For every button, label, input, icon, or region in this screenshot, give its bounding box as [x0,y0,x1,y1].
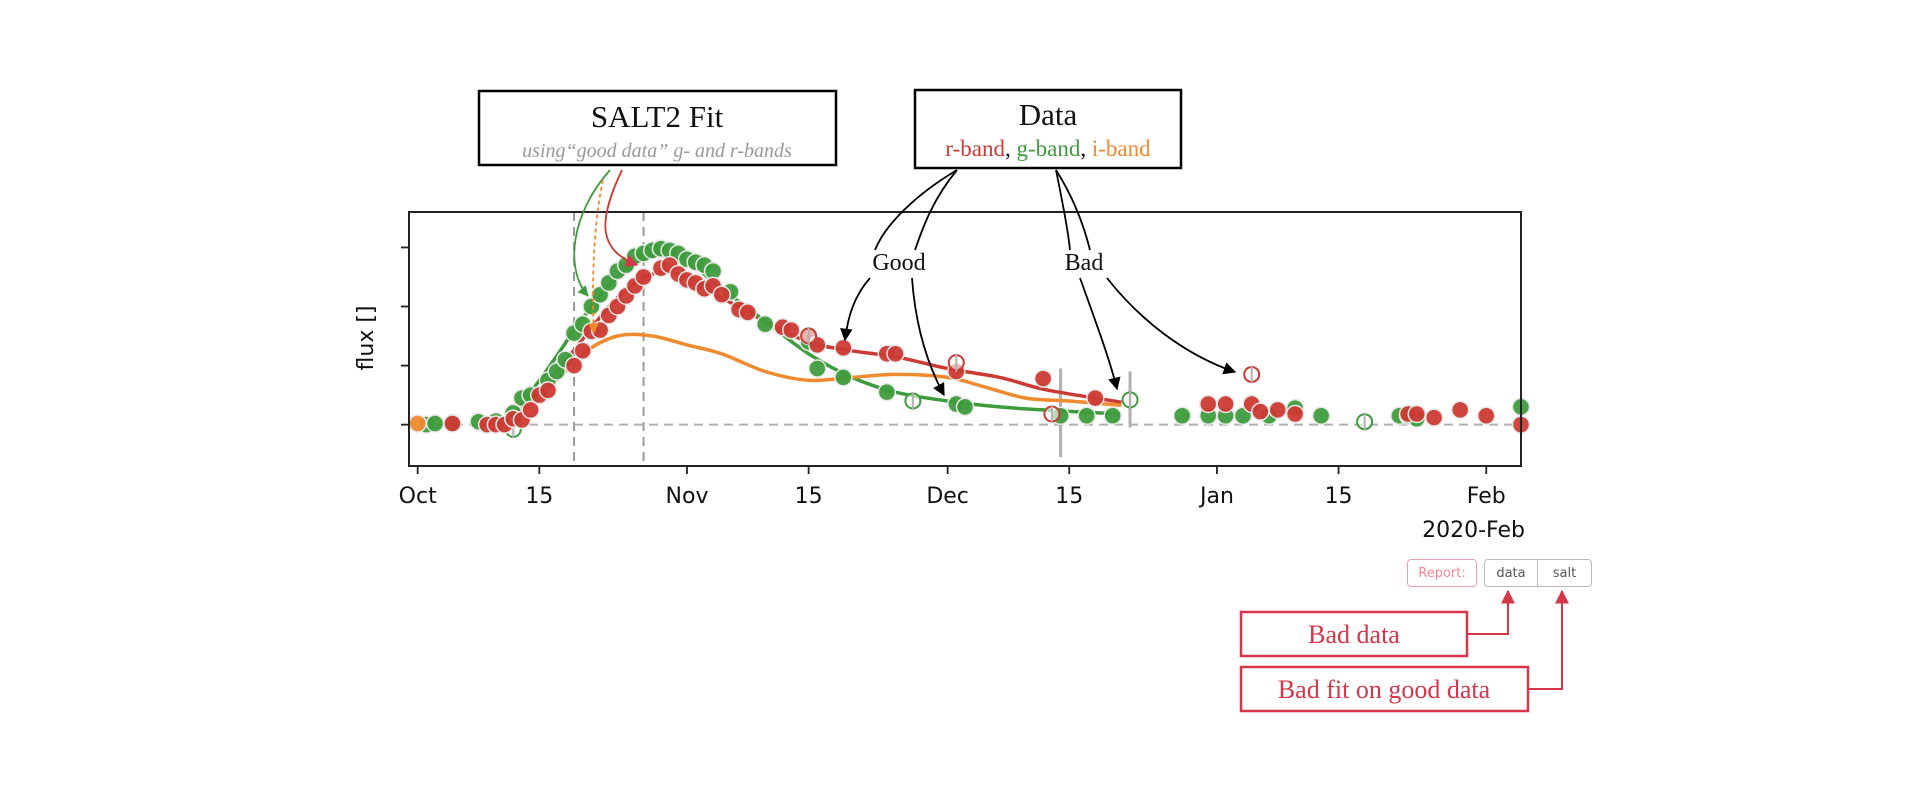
data-point-r-0 [443,414,462,433]
data-point-r-8 [538,381,558,400]
report-label: Report: [1407,559,1477,587]
bad-data-point-r-3 [1243,365,1261,384]
i-band-label: i-band [1092,136,1151,161]
data-point-r-45 [1407,404,1426,424]
data-point-r-37 [1086,388,1105,408]
data-point-g-32 [834,368,853,387]
good-to-r-point-arrow [840,277,871,342]
data-point-g-35 [955,397,975,417]
x-tick-label-2: Nov [666,484,709,509]
good-to-g-point-arrow [911,277,945,397]
bad-data-label: Bad data [1308,620,1400,649]
data-point-r-27 [738,303,758,322]
y-ticks [401,246,409,426]
salt2-fit-callout: SALT2 Fit using“good data” g- and r-band… [477,89,838,167]
bad-data-point-g-1 [1121,390,1139,409]
bad-data-arrow [1467,589,1515,635]
data-point-r-9 [564,356,584,375]
data-callout-title: Data [1019,97,1078,132]
bad-data-point-r-2 [1043,405,1061,424]
data-point-r-29 [782,320,801,340]
bad-fit-callout: Bad fit on good data [1239,665,1530,713]
salt2-arrow-red [604,169,639,267]
y-axis-label: flux [] [354,306,379,371]
data-point-r-6 [521,400,540,420]
salt2-callout-subtitle: using“good data” g- and r-bands [522,140,792,162]
data-point-g-37 [1077,406,1096,426]
x-tick-label-7: 15 [1325,484,1353,509]
bad-to-g-point-arrow [1079,277,1121,391]
data-point-r-10 [573,341,592,361]
x-tick-label-4: Dec [926,484,969,509]
g-band-label: g-band [1016,136,1080,161]
data-point-g-31 [808,359,827,378]
x-tick-label-5: 15 [1055,484,1083,509]
comma-separator-1: , [1005,136,1011,161]
data-to-good-arrow-2 [914,169,958,251]
data-point-r-42 [1268,400,1287,420]
data-point-r-39 [1216,394,1235,414]
x-tick-label-8: Feb [1467,484,1506,509]
data-point-g-1 [425,414,445,433]
data-point-r-41 [1251,402,1270,421]
bad-data-point-g-2 [1356,412,1374,431]
bad-to-r-point-arrow [1106,277,1237,375]
bad-data-point-r-0 [800,327,818,346]
data-point-i-0 [408,414,427,433]
bad-fit-arrow [1528,589,1569,690]
r-band-label: r-band [945,136,1005,161]
data-point-g-38 [1103,406,1122,426]
bad-fit-label: Bad fit on good data [1278,675,1491,704]
data-point-g-45 [1311,406,1331,426]
data-point-r-25 [712,285,731,304]
x-tick-label-1: 15 [525,484,553,509]
callout-arrows [840,169,1237,397]
x-ticks: Oct 15 Nov 15 Dec 15 Jan 15 Feb [399,466,1506,509]
data-callout-bands: r-band, g-band, i-band [945,136,1151,161]
plot-frame [408,211,1522,467]
data-callout: Data r-band, g-band, i-band [913,88,1183,170]
fit-curve-i-band [512,332,1122,422]
x-tick-label-0: Oct [399,484,437,509]
data-point-g-33 [877,382,897,402]
salt2-arrow-orange [588,179,604,335]
salt2-arrow-green [573,169,611,297]
data-point-r-36 [1033,369,1053,388]
bad-data-callout: Bad data [1239,610,1469,658]
comma-separator-2: , [1080,136,1086,161]
data-point-r-46 [1424,408,1444,427]
data-point-g-39 [1172,406,1192,426]
bad-data-point-g-0 [904,392,922,411]
x-tick-label-6: Jan [1198,484,1234,509]
data-point-r-47 [1450,400,1470,420]
bad-data-point-r-1 [947,353,965,372]
data-point-r-32 [834,338,853,358]
data-point-g-29 [755,314,775,334]
report-data-button[interactable]: data [1484,559,1538,587]
good-label: Good [872,250,925,276]
salt2-callout-title: SALT2 Fit [591,99,724,134]
data-to-bad-arrow-1 [1055,169,1071,251]
data-point-r-17 [634,267,653,287]
data-point-r-34 [886,344,905,364]
data-point-r-48 [1477,406,1496,426]
data-to-good-arrow-1 [874,169,958,251]
data-point-r-43 [1285,404,1305,424]
data-points [408,239,1531,439]
bad-label: Bad [1065,250,1104,276]
report-salt-button[interactable]: salt [1537,559,1592,587]
data-point-r-38 [1199,394,1218,414]
x-axis-offset-label: 2020-Feb [1422,518,1525,543]
x-tick-label-3: 15 [795,484,823,509]
data-to-bad-arrow-2 [1055,169,1091,251]
